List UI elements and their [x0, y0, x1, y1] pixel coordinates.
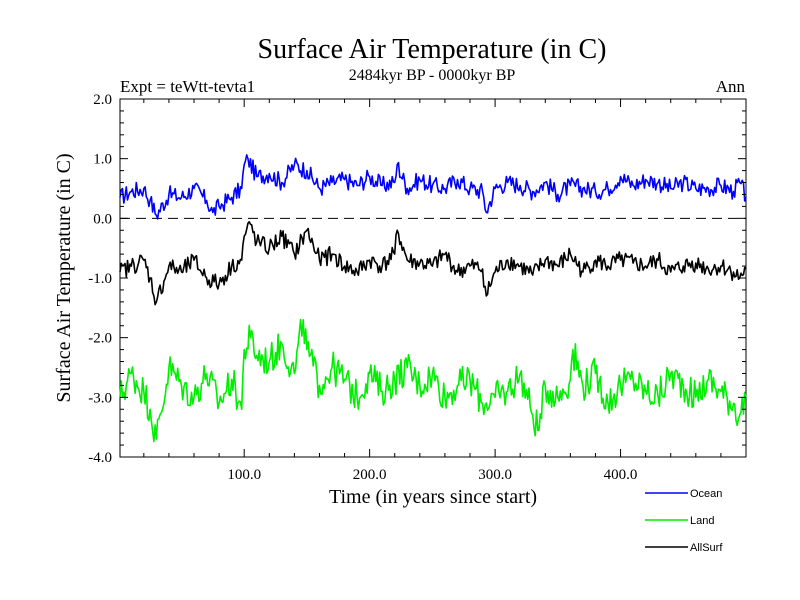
legend-entry-allsurf: AllSurf: [645, 542, 723, 554]
x-tick-label: 100.0: [227, 467, 261, 483]
season-label: Ann: [716, 77, 746, 96]
y-tick-label: 2.0: [93, 92, 112, 108]
x-tick-label: 300.0: [478, 467, 512, 483]
x-tick-label: 400.0: [604, 467, 638, 483]
y-tick-label: -4.0: [88, 450, 112, 466]
x-tick-label: 200.0: [353, 467, 387, 483]
y-tick-label: -3.0: [88, 390, 112, 406]
y-tick-label: 0.0: [93, 211, 112, 227]
y-tick-label: -1.0: [88, 271, 112, 287]
y-axis-label: Surface Air Temperature (in C): [53, 153, 75, 402]
expt-label: Expt = teWtt-tevta1: [120, 77, 255, 96]
y-tick-label: 1.0: [93, 152, 112, 168]
legend-label-allsurf: AllSurf: [690, 542, 723, 554]
legend-label-land: Land: [690, 515, 714, 527]
series-line-land: [119, 318, 747, 443]
legend-label-ocean: Ocean: [690, 488, 722, 500]
legend-entry-ocean: Ocean: [645, 488, 722, 500]
legend: Ocean Land AllSurf: [645, 488, 723, 554]
chart-title: Surface Air Temperature (in C): [258, 34, 607, 65]
chart-subtitle: 2484kyr BP - 0000kyr BP: [349, 67, 516, 84]
series-line-allsurf: [119, 221, 747, 306]
x-axis-label: Time (in years since start): [329, 486, 537, 508]
y-tick-label: -2.0: [88, 331, 112, 347]
series-line-ocean: [119, 154, 747, 220]
legend-entry-land: Land: [645, 515, 714, 527]
